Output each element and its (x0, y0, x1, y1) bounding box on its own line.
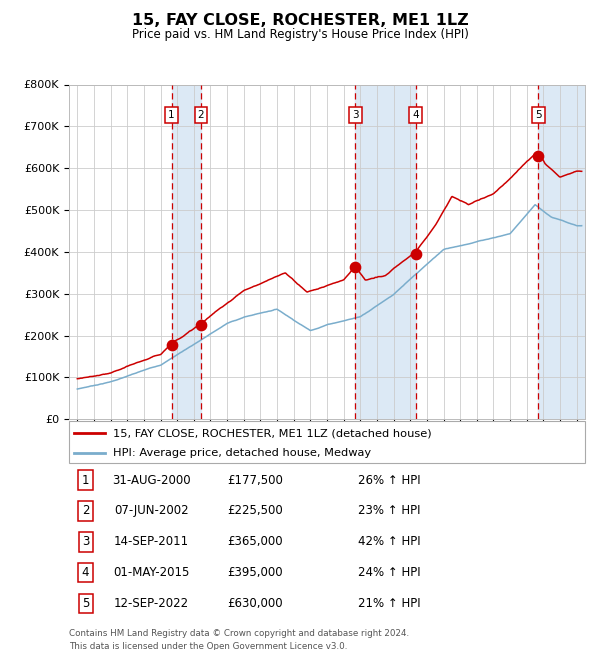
Text: 5: 5 (535, 110, 542, 120)
Text: £225,500: £225,500 (227, 504, 283, 517)
Text: Contains HM Land Registry data © Crown copyright and database right 2024.: Contains HM Land Registry data © Crown c… (69, 629, 409, 638)
Text: 07-JUN-2002: 07-JUN-2002 (114, 504, 189, 517)
Text: Price paid vs. HM Land Registry's House Price Index (HPI): Price paid vs. HM Land Registry's House … (131, 28, 469, 41)
Point (533, 150, 543, 161)
Text: 23% ↑ HPI: 23% ↑ HPI (358, 504, 421, 517)
Text: 1: 1 (82, 474, 89, 487)
Text: £630,000: £630,000 (227, 597, 283, 610)
Text: £365,000: £365,000 (227, 536, 283, 549)
Text: £177,500: £177,500 (227, 474, 283, 487)
Point (196, 320, 206, 330)
Text: 21% ↑ HPI: 21% ↑ HPI (358, 597, 421, 610)
Text: 24% ↑ HPI: 24% ↑ HPI (358, 566, 421, 579)
Text: 3: 3 (352, 110, 359, 120)
Bar (172, 84, 201, 419)
Bar (355, 84, 416, 419)
Text: 2: 2 (82, 504, 89, 517)
Point (411, 249, 421, 259)
Point (350, 261, 360, 272)
Text: HPI: Average price, detached house, Medway: HPI: Average price, detached house, Medw… (113, 448, 371, 458)
Text: 3: 3 (82, 536, 89, 549)
Text: 4: 4 (82, 566, 89, 579)
Text: 5: 5 (82, 597, 89, 610)
Text: 15, FAY CLOSE, ROCHESTER, ME1 1LZ: 15, FAY CLOSE, ROCHESTER, ME1 1LZ (131, 13, 469, 28)
Text: 15, FAY CLOSE, ROCHESTER, ME1 1LZ (detached house): 15, FAY CLOSE, ROCHESTER, ME1 1LZ (detac… (113, 428, 431, 438)
Point (167, 340, 176, 350)
Text: 12-SEP-2022: 12-SEP-2022 (114, 597, 189, 610)
Text: 26% ↑ HPI: 26% ↑ HPI (358, 474, 421, 487)
Text: 4: 4 (412, 110, 419, 120)
Text: 2: 2 (197, 110, 205, 120)
Text: 14-SEP-2011: 14-SEP-2011 (114, 536, 189, 549)
Text: 31-AUG-2000: 31-AUG-2000 (112, 474, 191, 487)
Text: 01-MAY-2015: 01-MAY-2015 (113, 566, 190, 579)
Text: 1: 1 (168, 110, 175, 120)
Text: This data is licensed under the Open Government Licence v3.0.: This data is licensed under the Open Gov… (69, 642, 347, 650)
Bar (538, 84, 585, 419)
Text: £395,000: £395,000 (227, 566, 283, 579)
Text: 42% ↑ HPI: 42% ↑ HPI (358, 536, 421, 549)
